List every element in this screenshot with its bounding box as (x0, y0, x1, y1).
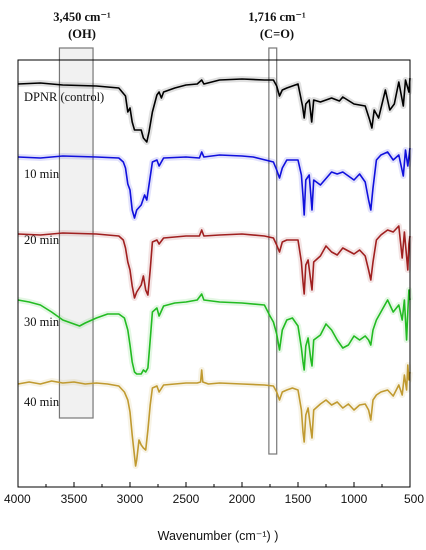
x-tick-label-3500: 3500 (61, 492, 88, 506)
annotation-group-oh: (OH) (68, 27, 96, 41)
annotation-layer (58, 47, 278, 455)
label-layer: 3,450 cm⁻¹ (OH) 1,716 cm⁻¹ (C=O) DPNR (contr… (24, 10, 306, 409)
x-tick-label-2500: 2500 (173, 492, 200, 506)
series-label-3: 30 min (24, 315, 60, 329)
x-tick-label-2000: 2000 (229, 492, 256, 506)
x-tick-label-4000: 4000 (4, 492, 31, 506)
annotation-group-co: (C=O) (260, 27, 294, 41)
series-line-2 (17, 225, 411, 299)
annotation-box-co (268, 47, 278, 455)
x-axis: 4000 3500 3000 2500 2000 1500 1000 500 Wavenumbe… (4, 59, 424, 543)
x-axis-label: Wavenumber (cm⁻¹) ) (158, 529, 279, 543)
series-label-2: 20 min (24, 233, 60, 247)
series-label-0: DPNR (control) (24, 90, 104, 104)
series-line-3 (17, 289, 411, 375)
series-line-1 (17, 147, 411, 219)
annotation-label-co: 1,716 cm⁻¹ (248, 10, 306, 24)
x-tick-label-3000: 3000 (117, 492, 144, 506)
series-layer (17, 76, 413, 469)
x-tick-label-1000: 1000 (341, 492, 368, 506)
x-tick-label-500: 500 (404, 492, 424, 506)
x-tick-label-1500: 1500 (285, 492, 312, 506)
series-line-0 (17, 77, 411, 143)
series-label-4: 40 min (24, 395, 60, 409)
annotation-label-oh: 3,450 cm⁻¹ (53, 10, 111, 24)
series-label-1: 10 min (24, 167, 60, 181)
series-line-4 (17, 364, 411, 467)
